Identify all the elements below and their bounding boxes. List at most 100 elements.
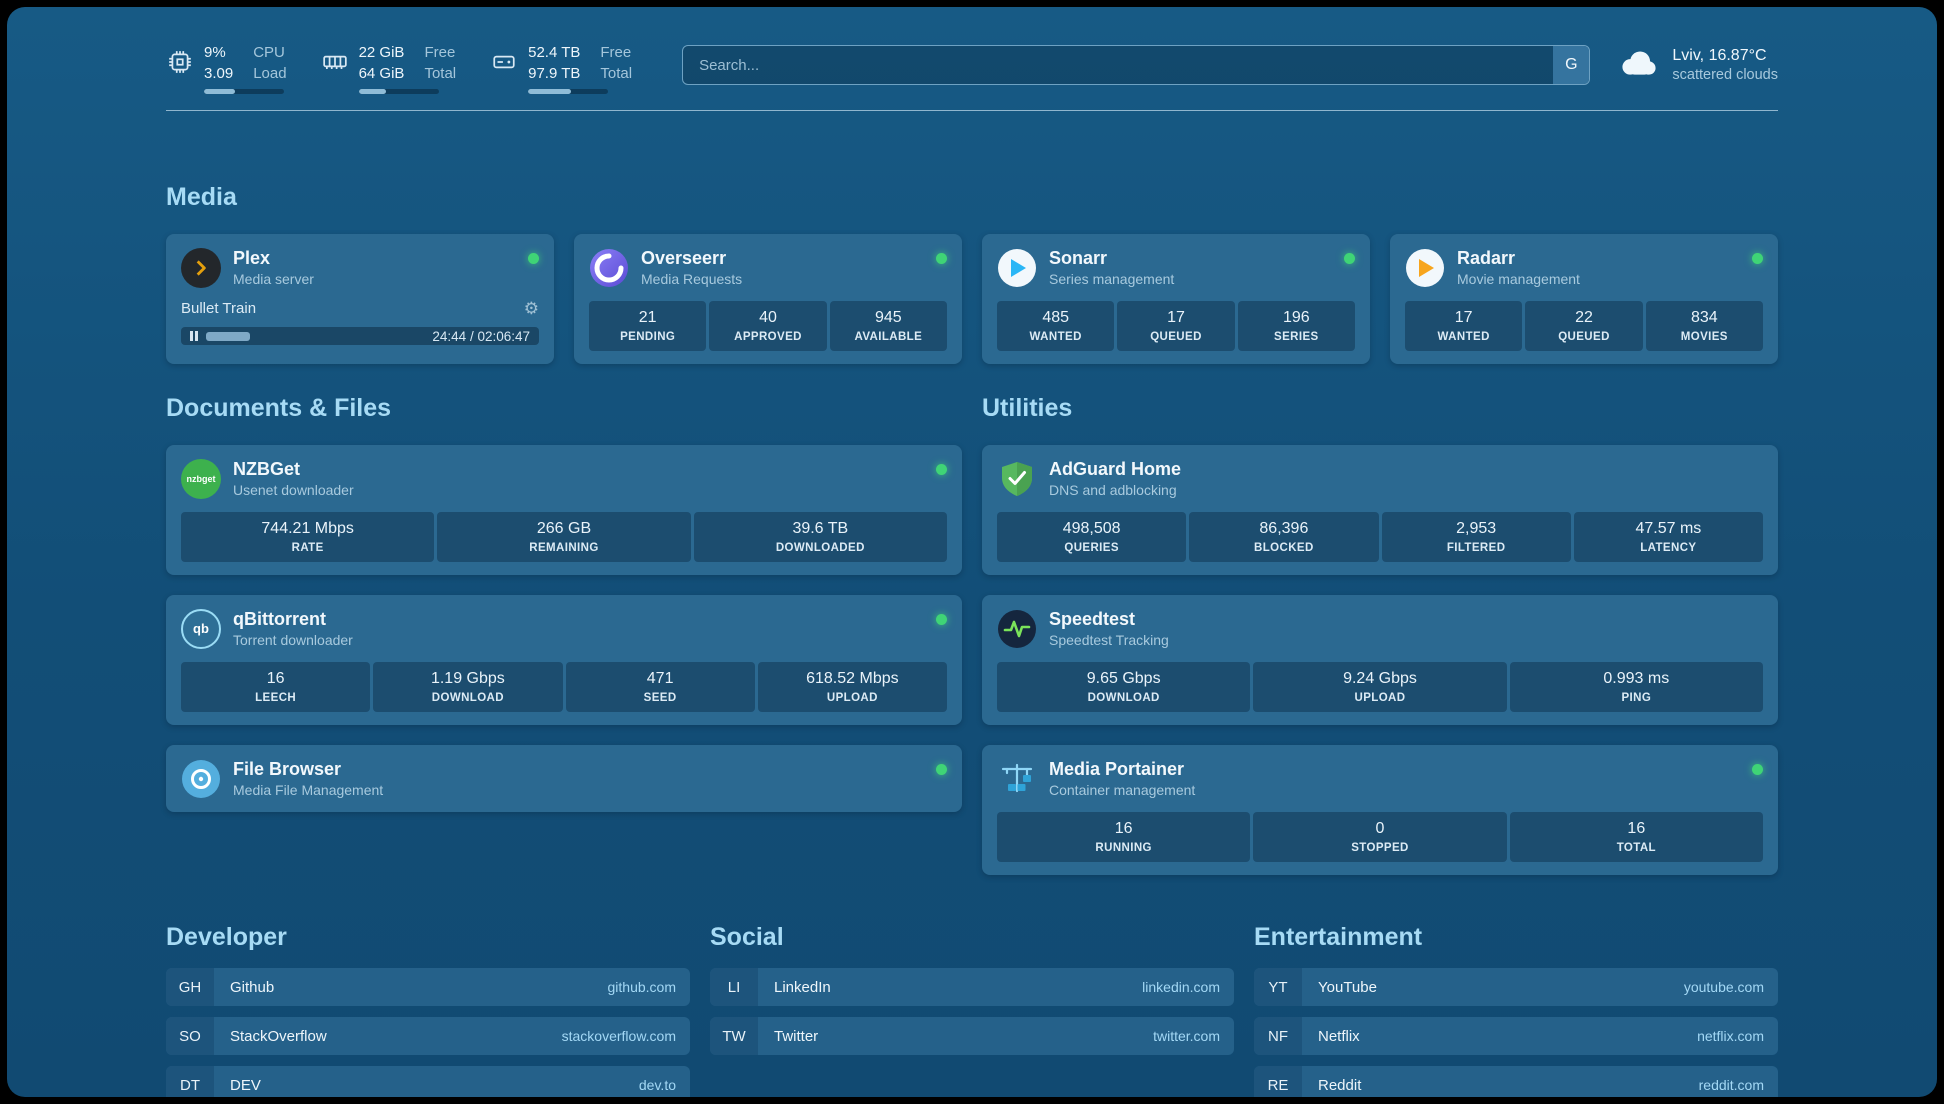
- playback-time: 24:44 / 02:06:47: [432, 328, 530, 344]
- stat-tile: 22 QUEUED: [1525, 301, 1643, 351]
- service-card-plex[interactable]: Plex Media server Bullet Train ⚙ 24:44 /…: [166, 234, 554, 364]
- weather-condition: scattered clouds: [1672, 67, 1778, 83]
- section-title-documents: Documents & Files: [166, 394, 392, 422]
- memory-widget: 22 GiB Free 64 GiB Total: [321, 43, 457, 94]
- stat-tile: 39.6 TB DOWNLOADED: [693, 512, 947, 562]
- service-title: Radarr: [1457, 248, 1516, 268]
- stat-tile: 485 WANTED: [997, 301, 1115, 351]
- bookmark-abbr: TW: [710, 1017, 758, 1055]
- service-card-filebrowser[interactable]: File Browser Media File Management: [166, 745, 962, 812]
- bookmark-url: stackoverflow.com: [561, 1028, 676, 1044]
- cpu-progress-fill: [204, 89, 236, 94]
- now-playing-title: Bullet Train: [181, 300, 257, 317]
- cpu-usage-label: CPU: [253, 44, 285, 61]
- status-dot: [936, 764, 947, 775]
- plex-icon: [181, 247, 221, 288]
- service-title: qBittorrent: [233, 609, 326, 629]
- stat-tile: 86,396 BLOCKED: [1189, 512, 1379, 562]
- service-card-nzbget[interactable]: nzbget NZBGet Usenet downloader 744.21 M…: [166, 445, 962, 575]
- stat-tile: 9.65 Gbps DOWNLOAD: [997, 662, 1251, 712]
- section-title-social: Social: [710, 923, 784, 951]
- service-card-overseerr[interactable]: Overseerr Media Requests 21 PENDING 40 APP…: [574, 234, 962, 364]
- bookmark-reddit[interactable]: RE Reddit reddit.com: [1254, 1066, 1778, 1097]
- search-bar: G: [682, 45, 1591, 85]
- section-title-utilities: Utilities: [982, 394, 1073, 422]
- pause-icon[interactable]: [190, 331, 198, 341]
- service-subtitle: Usenet downloader: [233, 482, 354, 498]
- service-subtitle: DNS and adblocking: [1049, 482, 1177, 498]
- section-utilities: Utilities AdGuard Home DNS and adblockin…: [982, 394, 1778, 875]
- disk-progress-bar: [528, 89, 609, 94]
- bookmark-youtube[interactable]: YT YouTube youtube.com: [1254, 968, 1778, 1006]
- bookmark-url: github.com: [607, 979, 676, 995]
- filebrowser-icon: [181, 759, 221, 799]
- section-title-entertainment: Entertainment: [1254, 923, 1423, 951]
- status-dot: [528, 253, 539, 264]
- service-card-qbittorrent[interactable]: qb qBittorrent Torrent downloader 16 LEEC…: [166, 595, 962, 725]
- stat-tile: 618.52 Mbps UPLOAD: [757, 662, 947, 712]
- stat-tile: 17 WANTED: [1405, 301, 1523, 351]
- stat-tile: 0.993 ms PING: [1509, 662, 1763, 712]
- search-input[interactable]: [682, 45, 1591, 85]
- bookmark-group-social: Social LI LinkedIn linkedin.com TW Twitt…: [710, 923, 1234, 1097]
- overseerr-icon: [589, 248, 629, 288]
- service-subtitle: Movie management: [1457, 271, 1580, 287]
- section-media: Media Plex Media server Bullet Train ⚙: [166, 183, 1778, 364]
- service-title: Plex: [233, 248, 271, 268]
- disk-total-value: 97.9 TB: [528, 65, 581, 82]
- bookmark-abbr: GH: [166, 968, 214, 1006]
- stat-tile: 16 RUNNING: [997, 812, 1251, 862]
- playback-progress-bar[interactable]: 24:44 / 02:06:47: [181, 327, 539, 345]
- service-title: AdGuard Home: [1049, 459, 1182, 479]
- stat-tile: 2,953 FILTERED: [1381, 512, 1571, 562]
- bookmark-url: twitter.com: [1153, 1028, 1220, 1044]
- bookmark-name: Netflix: [1318, 1027, 1360, 1045]
- bookmark-netflix[interactable]: NF Netflix netflix.com: [1254, 1017, 1778, 1055]
- disk-total-label: Total: [600, 65, 633, 82]
- topbar-divider: [166, 110, 1778, 111]
- memory-total-label: Total: [424, 65, 457, 82]
- service-card-adguard[interactable]: AdGuard Home DNS and adblocking 498,508 Q…: [982, 445, 1778, 575]
- portainer-icon: [997, 759, 1037, 799]
- service-card-speedtest[interactable]: Speedtest Speedtest Tracking 9.65 Gbps DO…: [982, 595, 1778, 725]
- bookmark-twitter[interactable]: TW Twitter twitter.com: [710, 1017, 1234, 1055]
- service-card-radarr[interactable]: Radarr Movie management 17 WANTED 22 QUEUE…: [1390, 234, 1778, 364]
- cpu-usage-value: 9%: [204, 44, 226, 61]
- status-dot: [936, 614, 947, 625]
- service-card-sonarr[interactable]: Sonarr Series management 485 WANTED 17 QUE…: [982, 234, 1370, 364]
- section-title-media: Media: [166, 183, 237, 211]
- stat-tile: 266 GB REMAINING: [437, 512, 691, 562]
- bookmark-url: dev.to: [638, 1077, 676, 1093]
- stat-tile: 9.24 Gbps UPLOAD: [1253, 662, 1507, 712]
- bookmark-abbr: SO: [166, 1017, 214, 1055]
- status-dot: [936, 253, 947, 264]
- service-title: Sonarr: [1049, 248, 1108, 268]
- bookmark-group-developer: Developer GH Github github.com SO StackO…: [166, 923, 690, 1097]
- bookmark-url: youtube.com: [1683, 979, 1764, 995]
- memory-icon: [321, 43, 349, 94]
- bookmark-name: DEV: [230, 1076, 261, 1094]
- service-title: Overseerr: [641, 248, 727, 268]
- service-subtitle: Media Requests: [641, 271, 743, 287]
- bookmark-url: netflix.com: [1697, 1028, 1764, 1044]
- service-subtitle: Media File Management: [233, 782, 384, 798]
- status-dot: [936, 464, 947, 475]
- topbar: 9% CPU 3.09 Load 22 GiB Free 64 GiB Tota…: [166, 43, 1778, 94]
- bookmark-group-entertainment: Entertainment YT YouTube youtube.com NF …: [1254, 923, 1778, 1097]
- disk-progress-fill: [528, 89, 572, 94]
- bookmark-dev[interactable]: DT DEV dev.to: [166, 1066, 690, 1097]
- gear-icon[interactable]: ⚙: [523, 299, 539, 318]
- memory-progress-bar: [358, 89, 439, 94]
- section-title-developer: Developer: [166, 923, 287, 951]
- bookmark-name: StackOverflow: [230, 1027, 327, 1045]
- service-card-portainer[interactable]: Media Portainer Container management 16 R…: [982, 745, 1778, 875]
- bookmark-linkedin[interactable]: LI LinkedIn linkedin.com: [710, 968, 1234, 1006]
- disk-widget: 52.4 TB Free 97.9 TB Total: [490, 43, 632, 94]
- bookmark-url: linkedin.com: [1142, 979, 1220, 995]
- search-provider-button[interactable]: G: [1553, 46, 1590, 84]
- bookmark-stackoverflow[interactable]: SO StackOverflow stackoverflow.com: [166, 1017, 690, 1055]
- dashboard: 9% CPU 3.09 Load 22 GiB Free 64 GiB Tota…: [7, 7, 1937, 1097]
- service-subtitle: Speedtest Tracking: [1049, 632, 1169, 648]
- service-subtitle: Torrent downloader: [233, 632, 353, 648]
- bookmark-github[interactable]: GH Github github.com: [166, 968, 690, 1006]
